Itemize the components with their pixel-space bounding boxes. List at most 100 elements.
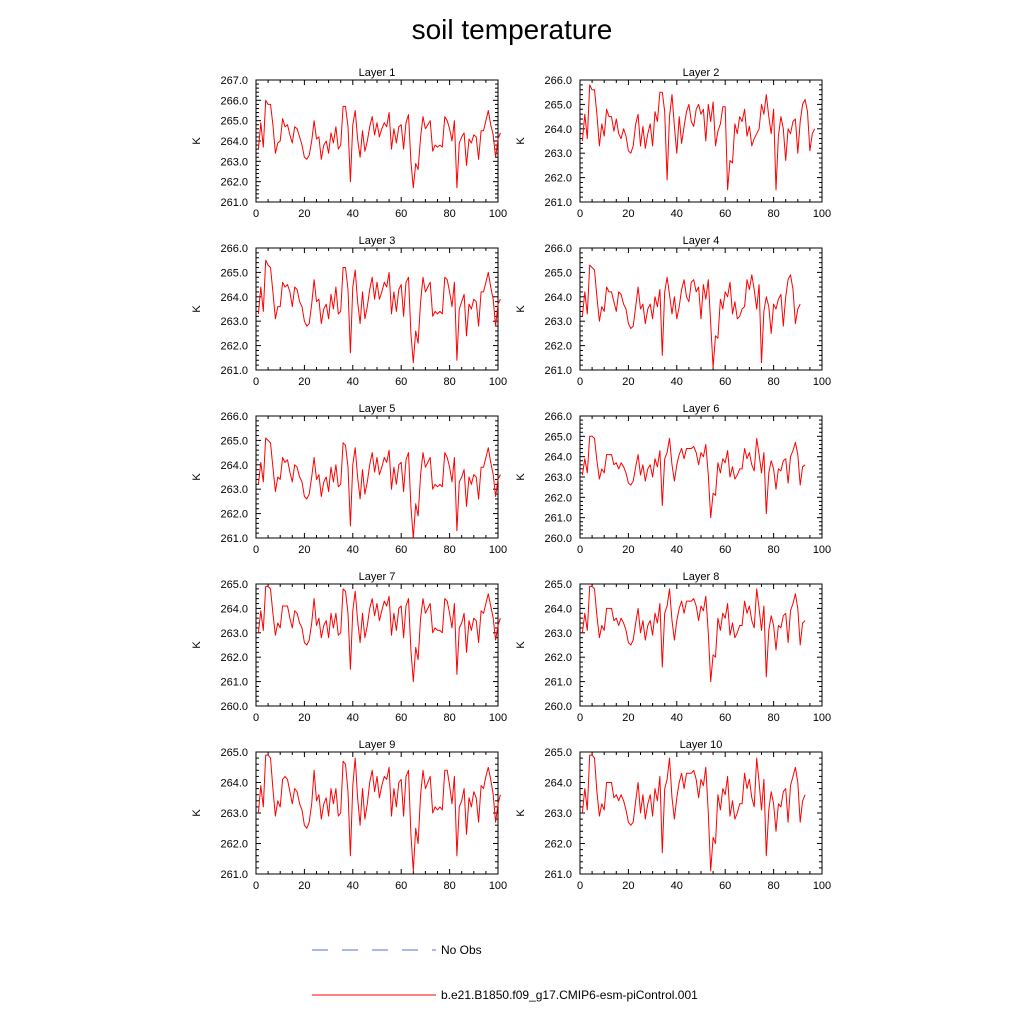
panel-layer-4: Layer 4 K 261.0 262.0 263.0 264.0 265.0 266.0 0 2… [515, 235, 831, 388]
y-tick-label: 261.0 [544, 513, 572, 525]
x-tick-label: 100 [489, 376, 507, 388]
y-tick-label: 262.0 [220, 341, 248, 353]
y-tick-label: 265.0 [220, 435, 248, 447]
y-axis-label: K [191, 641, 203, 649]
y-tick-label: 262.0 [220, 652, 248, 664]
x-tick-label: 80 [443, 544, 455, 556]
x-tick-label: 100 [813, 544, 831, 556]
y-tick-label: 260.0 [544, 701, 572, 713]
y-tick-label: 260.0 [544, 533, 572, 545]
x-tick-label: 80 [767, 712, 779, 724]
y-tick-label: 262.0 [544, 839, 572, 851]
y-tick-label: 261.0 [220, 365, 248, 377]
panel-layer-8: Layer 8 K 260.0 261.0 262.0 263.0 264.0 265.0 0 2… [515, 571, 831, 724]
y-tick-label: 262.0 [220, 509, 248, 521]
y-tick-label: 261.0 [220, 533, 248, 545]
x-tick-label: 100 [489, 544, 507, 556]
series-line-model [581, 585, 806, 683]
y-tick-label: 262.0 [220, 177, 248, 189]
x-tick-label: 20 [298, 208, 310, 220]
y-tick-label: 263.0 [220, 484, 248, 496]
x-tick-label: 0 [577, 880, 583, 892]
y-tick-label: 263.0 [544, 148, 572, 160]
panel-title: Layer 3 [359, 235, 396, 247]
legend-obs-label: No Obs [441, 943, 482, 957]
panel-title: Layer 10 [680, 739, 723, 751]
x-tick-label: 100 [489, 208, 507, 220]
plot-frame [255, 751, 499, 875]
y-axis-label: K [191, 305, 203, 313]
y-tick-label: 260.0 [220, 701, 248, 713]
y-tick-label: 265.0 [544, 431, 572, 443]
panel-layer-10: Layer 10 K 261.0 262.0 263.0 264.0 265.0 0 20 40 6… [515, 739, 831, 892]
y-axis-label: K [515, 809, 527, 817]
plot-frame [255, 583, 499, 707]
x-tick-label: 40 [347, 376, 359, 388]
x-tick-label: 40 [347, 880, 359, 892]
plot-frame [579, 415, 823, 539]
x-tick-label: 40 [347, 208, 359, 220]
x-tick-label: 60 [395, 880, 407, 892]
x-tick-label: 20 [622, 544, 634, 556]
x-tick-label: 100 [813, 208, 831, 220]
y-tick-label: 261.0 [220, 197, 248, 209]
y-tick-label: 264.0 [544, 124, 572, 136]
legend-model-label: b.e21.B1850.f09_g17.CMIP6-esm-piControl.… [441, 988, 698, 1002]
x-tick-label: 40 [671, 544, 683, 556]
x-tick-label: 80 [443, 208, 455, 220]
x-tick-label: 0 [253, 712, 259, 724]
y-tick-label: 262.0 [544, 173, 572, 185]
y-tick-label: 261.0 [544, 365, 572, 377]
y-tick-label: 265.0 [220, 116, 248, 128]
y-axis-label: K [515, 473, 527, 481]
y-axis-label: K [515, 137, 527, 145]
y-tick-label: 263.0 [544, 316, 572, 328]
x-tick-label: 0 [577, 544, 583, 556]
x-tick-label: 40 [671, 712, 683, 724]
panel-title: Layer 5 [359, 403, 396, 415]
y-tick-label: 264.0 [220, 778, 248, 790]
y-tick-label: 265.0 [544, 99, 572, 111]
y-tick-label: 265.0 [544, 747, 572, 759]
x-tick-label: 40 [671, 880, 683, 892]
y-tick-label: 264.0 [220, 603, 248, 615]
series-line-model [257, 585, 501, 683]
y-tick-label: 266.0 [220, 95, 248, 107]
x-tick-label: 80 [767, 208, 779, 220]
panel-layer-1: Layer 1 K 261.0 262.0 263.0 264.0 265.0 266.0 26… [191, 67, 507, 220]
y-tick-label: 265.0 [220, 747, 248, 759]
x-tick-label: 0 [253, 208, 259, 220]
y-tick-label: 261.0 [544, 197, 572, 209]
x-tick-label: 100 [813, 712, 831, 724]
x-tick-label: 80 [767, 544, 779, 556]
x-tick-label: 0 [577, 376, 583, 388]
y-tick-label: 264.0 [220, 292, 248, 304]
y-tick-label: 267.0 [220, 75, 248, 87]
y-tick-label: 262.0 [544, 341, 572, 353]
series-line-model [581, 264, 801, 369]
x-tick-label: 0 [253, 880, 259, 892]
y-tick-label: 265.0 [220, 267, 248, 279]
y-tick-label: 263.0 [220, 628, 248, 640]
series-line-model [257, 99, 501, 189]
y-axis-label: K [191, 473, 203, 481]
x-tick-label: 20 [622, 712, 634, 724]
y-tick-label: 265.0 [544, 579, 572, 591]
panels: Layer 1 K 261.0 262.0 263.0 264.0 265.0 266.0 26… [191, 67, 831, 892]
y-tick-label: 266.0 [544, 75, 572, 87]
x-tick-label: 60 [719, 208, 731, 220]
plot-frame [255, 247, 499, 371]
plot-frame [579, 79, 823, 203]
y-tick-label: 266.0 [220, 243, 248, 255]
x-tick-label: 40 [671, 208, 683, 220]
plot-frame [579, 751, 823, 875]
x-tick-label: 60 [395, 712, 407, 724]
series-line-model [257, 259, 501, 364]
x-tick-label: 80 [767, 880, 779, 892]
y-tick-label: 263.0 [220, 808, 248, 820]
plot-frame [579, 583, 823, 707]
x-tick-label: 0 [253, 376, 259, 388]
panel-layer-9: Layer 9 K 261.0 262.0 263.0 264.0 265.0 0 20 40 60… [191, 739, 507, 892]
panel-layer-6: Layer 6 K 260.0 261.0 262.0 263.0 264.0 265.0 26… [515, 403, 831, 556]
